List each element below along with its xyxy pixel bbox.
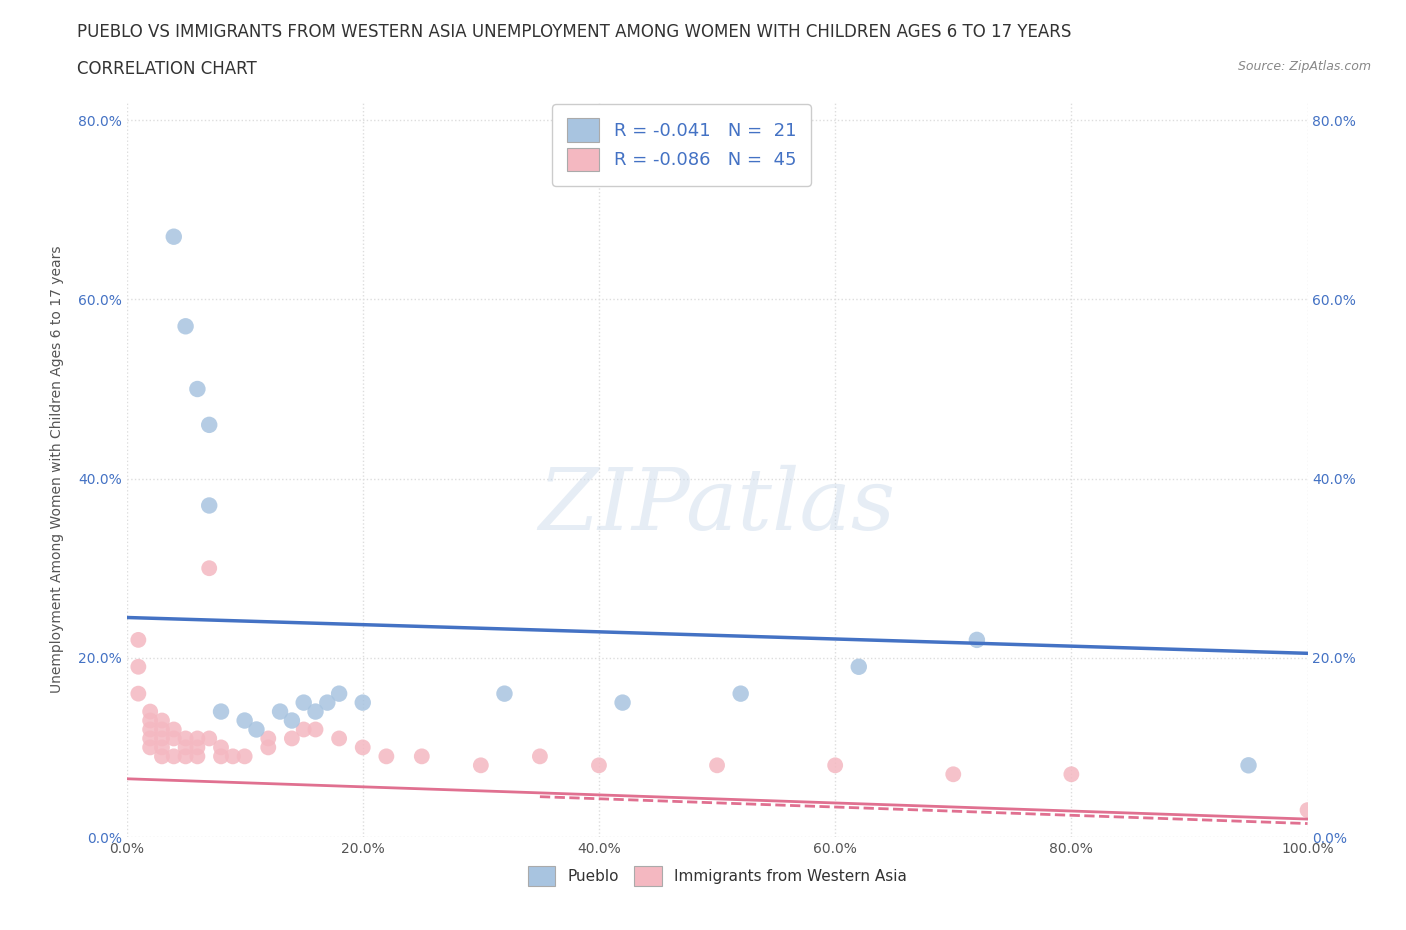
Point (174, 319, 197, 334)
Point (257, 731, 280, 746)
Point (150, 722, 173, 737)
Point (942, 767, 965, 782)
Point (139, 713, 162, 728)
Text: Source: ZipAtlas.com: Source: ZipAtlas.com (1237, 60, 1371, 73)
Point (174, 749, 197, 764)
Text: CORRELATION CHART: CORRELATION CHART (77, 60, 257, 78)
Point (186, 381, 208, 396)
Point (233, 749, 256, 764)
Point (209, 749, 232, 764)
Point (824, 758, 846, 773)
Point (163, 731, 186, 746)
Point (245, 722, 267, 737)
Text: PUEBLO VS IMMIGRANTS FROM WESTERN ASIA UNEMPLOYMENT AMONG WOMEN WITH CHILDREN AG: PUEBLO VS IMMIGRANTS FROM WESTERN ASIA U… (77, 23, 1071, 41)
Point (150, 731, 173, 746)
Point (529, 749, 551, 764)
Point (257, 740, 280, 755)
Point (494, 686, 516, 701)
Point (150, 713, 173, 728)
Point (174, 731, 197, 746)
Point (269, 704, 291, 719)
Point (848, 659, 870, 674)
Point (127, 632, 149, 647)
Point (292, 695, 315, 710)
Point (139, 704, 162, 719)
Point (209, 704, 232, 719)
Point (470, 758, 492, 773)
Point (612, 695, 634, 710)
Text: ZIPatlas: ZIPatlas (538, 465, 896, 548)
Point (198, 418, 221, 432)
Point (127, 659, 149, 674)
Point (1296, 803, 1319, 817)
Point (127, 686, 149, 701)
Point (233, 713, 256, 728)
Point (198, 561, 221, 576)
Point (1060, 767, 1083, 782)
Y-axis label: Unemployment Among Women with Children Ages 6 to 17 years: Unemployment Among Women with Children A… (51, 246, 63, 694)
Point (966, 632, 988, 647)
Point (163, 230, 186, 245)
Point (186, 740, 208, 755)
Point (304, 704, 326, 719)
Point (304, 722, 326, 737)
Point (1237, 758, 1260, 773)
Point (328, 731, 350, 746)
Point (222, 749, 245, 764)
Point (588, 758, 610, 773)
Point (150, 740, 173, 755)
Point (163, 722, 186, 737)
Point (411, 749, 433, 764)
Point (328, 686, 350, 701)
Point (706, 758, 728, 773)
Point (375, 749, 398, 764)
Point (316, 695, 339, 710)
Point (186, 749, 208, 764)
Point (174, 740, 197, 755)
Point (352, 740, 374, 755)
Point (186, 731, 208, 746)
Point (198, 731, 221, 746)
Legend: Pueblo, Immigrants from Western Asia: Pueblo, Immigrants from Western Asia (522, 860, 912, 892)
Point (730, 686, 752, 701)
Point (281, 731, 304, 746)
Point (198, 498, 221, 513)
Point (150, 749, 173, 764)
Point (139, 722, 162, 737)
Point (292, 722, 315, 737)
Point (209, 740, 232, 755)
Point (139, 740, 162, 755)
Point (139, 731, 162, 746)
Point (163, 749, 186, 764)
Point (352, 695, 374, 710)
Point (281, 713, 304, 728)
